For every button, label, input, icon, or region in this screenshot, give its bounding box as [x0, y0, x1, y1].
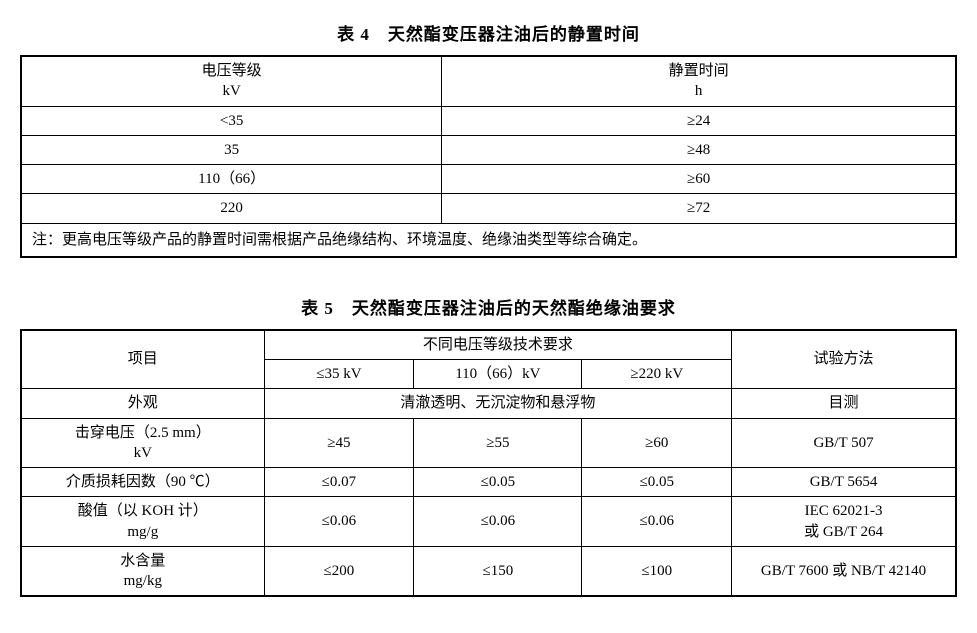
table5-val-le35: ≤0.07 — [264, 468, 414, 497]
table5-header-110: 110（66）kV — [414, 360, 582, 389]
table4-header-row: 电压等级 kV 静置时间 h — [21, 56, 956, 106]
table5-val-le35: ≤200 — [264, 546, 414, 596]
table5-merged-value: 清澈透明、无沉淀物和悬浮物 — [264, 389, 731, 418]
table4-header-voltage-label: 电压等级 — [202, 63, 262, 79]
table5-val-ge220: ≤0.05 — [582, 468, 732, 497]
table5-item-l1: 介质损耗因数（90 ℃） — [66, 474, 220, 490]
table4-voltage-cell: 35 — [21, 135, 442, 164]
table5-val-110: ≤0.06 — [414, 497, 582, 547]
table5-header-row-1: 项目 不同电压等级技术要求 试验方法 — [21, 330, 956, 360]
table5-method-l1: 目测 — [829, 395, 859, 411]
table5-val-ge220: ≤100 — [582, 546, 732, 596]
table4-header-voltage-unit: kV — [222, 83, 240, 99]
table5-method-cell: 目测 — [732, 389, 956, 418]
table5-header-grades: 不同电压等级技术要求 — [264, 330, 731, 360]
table4-header-voltage: 电压等级 kV — [21, 56, 442, 106]
table5-header-method: 试验方法 — [732, 330, 956, 389]
table-row: 介质损耗因数（90 ℃） ≤0.07 ≤0.05 ≤0.05 GB/T 5654 — [21, 468, 956, 497]
table5-item-l2: mg/g — [127, 524, 158, 540]
table5-item-l1: 击穿电压（2.5 mm） — [75, 425, 211, 441]
table4-header-rest-label: 静置时间 — [669, 63, 729, 79]
table5-item-l2: mg/kg — [124, 573, 162, 589]
table4-title: 表 4 天然酯变压器注油后的静置时间 — [20, 20, 957, 45]
table5-method-cell: GB/T 5654 — [732, 468, 956, 497]
table-row: 击穿电压（2.5 mm） kV ≥45 ≥55 ≥60 GB/T 507 — [21, 418, 956, 468]
table5-title: 表 5 天然酯变压器注油后的天然酯绝缘油要求 — [20, 294, 957, 319]
table-row: <35 ≥24 — [21, 106, 956, 135]
table5-item-cell: 酸值（以 KOH 计） mg/g — [21, 497, 264, 547]
table5-method-l1: GB/T 507 — [813, 435, 873, 451]
table5-method-l1: GB/T 7600 或 NB/T 42140 — [761, 563, 926, 579]
table4-header-rest: 静置时间 h — [442, 56, 956, 106]
table-row: 35 ≥48 — [21, 135, 956, 164]
table4-rest-cell: ≥24 — [442, 106, 956, 135]
table-row: 外观 清澈透明、无沉淀物和悬浮物 目测 — [21, 389, 956, 418]
table5-item-l1: 酸值（以 KOH 计） — [78, 503, 208, 519]
table5-header-le35: ≤35 kV — [264, 360, 414, 389]
table4-rest-cell: ≥48 — [442, 135, 956, 164]
table5-header-item: 项目 — [21, 330, 264, 389]
table5-val-110: ≥55 — [414, 418, 582, 468]
table4-voltage-cell: 220 — [21, 194, 442, 223]
table4-rest-cell: ≥72 — [442, 194, 956, 223]
table-row: 110（66） ≥60 — [21, 165, 956, 194]
table5-val-ge220: ≤0.06 — [582, 497, 732, 547]
table5-val-110: ≤150 — [414, 546, 582, 596]
table4-rest-cell: ≥60 — [442, 165, 956, 194]
table4: 电压等级 kV 静置时间 h <35 ≥24 35 ≥48 110（66） ≥6… — [20, 55, 957, 258]
table-row: 220 ≥72 — [21, 194, 956, 223]
table5-method-l2: 或 GB/T 264 — [804, 524, 883, 540]
table5-val-le35: ≥45 — [264, 418, 414, 468]
table5-method-l1: GB/T 5654 — [810, 474, 878, 490]
table5-val-110: ≤0.05 — [414, 468, 582, 497]
table5-item-cell: 击穿电压（2.5 mm） kV — [21, 418, 264, 468]
table5-val-ge220: ≥60 — [582, 418, 732, 468]
table4-note-row: 注：更高电压等级产品的静置时间需根据产品绝缘结构、环境温度、绝缘油类型等综合确定… — [21, 223, 956, 257]
table4-note: 注：更高电压等级产品的静置时间需根据产品绝缘结构、环境温度、绝缘油类型等综合确定… — [21, 223, 956, 257]
table5-val-le35: ≤0.06 — [264, 497, 414, 547]
table5-item-cell: 水含量 mg/kg — [21, 546, 264, 596]
table5-item-cell: 外观 — [21, 389, 264, 418]
table5-header-ge220: ≥220 kV — [582, 360, 732, 389]
table4-voltage-cell: <35 — [21, 106, 442, 135]
table5-method-cell: GB/T 507 — [732, 418, 956, 468]
table5: 项目 不同电压等级技术要求 试验方法 ≤35 kV 110（66）kV ≥220… — [20, 329, 957, 598]
table5-item-cell: 介质损耗因数（90 ℃） — [21, 468, 264, 497]
table5-method-l1: IEC 62021-3 — [805, 503, 883, 519]
table5-item-l2: kV — [134, 445, 152, 461]
table4-header-rest-unit: h — [695, 83, 703, 99]
table-row: 酸值（以 KOH 计） mg/g ≤0.06 ≤0.06 ≤0.06 IEC 6… — [21, 497, 956, 547]
table4-voltage-cell: 110（66） — [21, 165, 442, 194]
table5-item-l1: 水含量 — [120, 553, 165, 569]
table5-method-cell: GB/T 7600 或 NB/T 42140 — [732, 546, 956, 596]
table-row: 水含量 mg/kg ≤200 ≤150 ≤100 GB/T 7600 或 NB/… — [21, 546, 956, 596]
table5-item-l1: 外观 — [128, 395, 158, 411]
table5-method-cell: IEC 62021-3 或 GB/T 264 — [732, 497, 956, 547]
